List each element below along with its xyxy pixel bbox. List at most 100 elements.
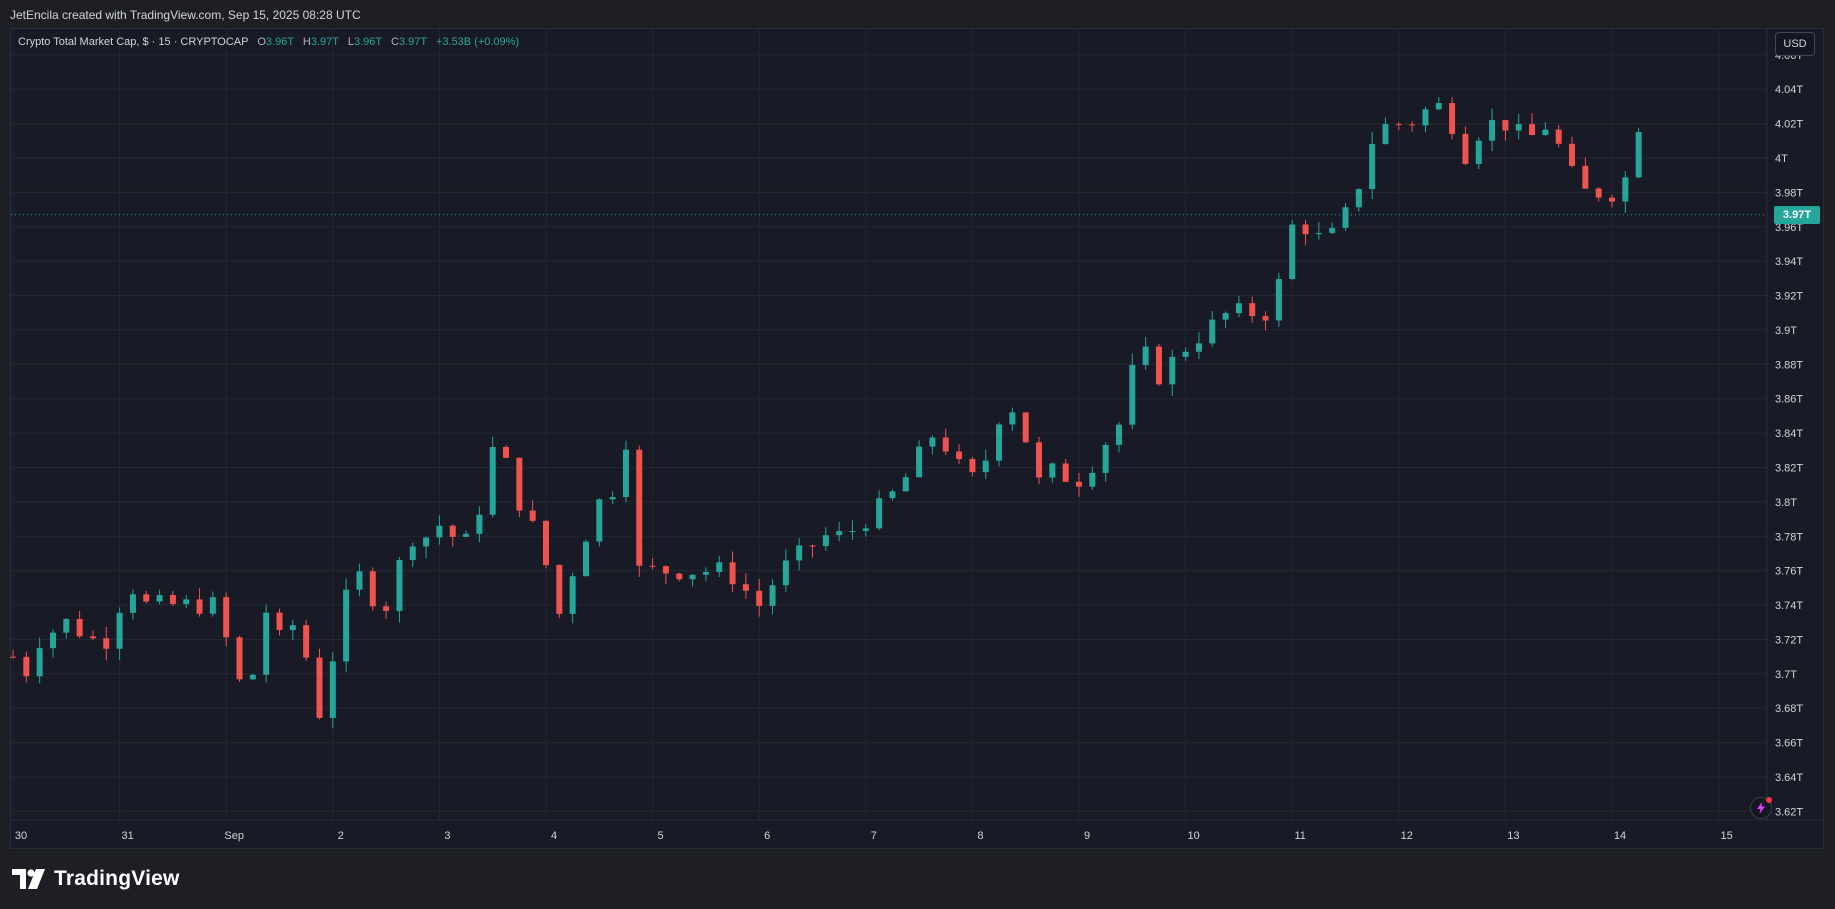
y-tick-label: 4.02T (1775, 119, 1803, 131)
y-tick-label: 3.98T (1775, 187, 1803, 199)
candle-body (329, 661, 336, 718)
x-tick-label: 15 (1720, 830, 1732, 842)
candle-body (636, 449, 643, 566)
candle-body (383, 606, 390, 611)
open-label: O (257, 36, 266, 48)
candle-body (1529, 124, 1536, 136)
candle-body (1076, 481, 1082, 487)
x-tick-label: 3 (444, 830, 450, 842)
x-tick-label: 4 (551, 830, 557, 842)
candle-body (876, 498, 883, 529)
lightning-bolt-glyph (1757, 802, 1765, 814)
candle-body (609, 497, 616, 500)
candle-body (129, 594, 136, 613)
x-tick-label: 10 (1187, 830, 1199, 842)
candle-body (529, 510, 536, 521)
candle-body (916, 446, 923, 478)
candle-body (436, 525, 443, 538)
candle-body (303, 625, 310, 658)
candle-body (1542, 129, 1549, 136)
candle-body (1049, 463, 1056, 478)
candle-body (1449, 103, 1456, 134)
y-tick-label: 3.72T (1775, 634, 1803, 646)
y-tick-label: 3.74T (1775, 600, 1803, 612)
candle-body (1209, 319, 1216, 344)
candle-body (116, 612, 123, 649)
low-value: 3.96T (353, 36, 382, 48)
y-tick-label: 3.86T (1775, 394, 1803, 406)
candle-body (942, 437, 949, 452)
top-bar: JetEncila created with TradingView.com, … (0, 0, 1835, 28)
candle-body (622, 449, 629, 498)
candle-body (1462, 133, 1469, 164)
x-tick-label: 2 (338, 830, 344, 842)
candle-body (649, 565, 656, 567)
time-axis: 30 31 Sep 2 3 4 5 6 7 8 9 10 11 12 13 14 15 (15, 830, 1733, 842)
y-tick-label: 3.96T (1775, 222, 1803, 234)
chart-frame[interactable] (10, 28, 1824, 849)
candle-body (742, 584, 749, 591)
candle-body (343, 589, 350, 662)
current-price-tag: 3.97T (1774, 205, 1820, 224)
candle-body (183, 599, 190, 605)
candle-body (1036, 442, 1043, 478)
candle-body (463, 533, 470, 537)
candle-body (1262, 316, 1269, 321)
candle-body (356, 571, 363, 590)
candle-body (1409, 124, 1416, 126)
price-axis: 4.06T4.04T4.02T4T3.98T3.96T3.94T3.92T3.9… (1775, 50, 1803, 819)
candle-body (836, 531, 843, 536)
candle-body (49, 632, 56, 649)
symbol-name: Crypto Total Market Cap, $ · 15 · CRYPTO… (18, 36, 249, 48)
y-tick-label: 3.88T (1775, 359, 1803, 371)
candle-body (89, 636, 96, 639)
x-tick-label: 8 (977, 830, 983, 842)
candle-body (1275, 279, 1282, 321)
x-tick-label: 12 (1401, 830, 1413, 842)
candle-body (1249, 303, 1256, 317)
candle-body (1475, 140, 1482, 164)
candle-body (409, 546, 416, 561)
candle-body (1062, 463, 1069, 482)
candle-body (1609, 197, 1615, 202)
candle-body (1502, 120, 1509, 131)
lightning-bolt-icon[interactable] (1750, 797, 1772, 819)
close-value: 3.97T (398, 36, 427, 48)
candle-body (196, 599, 203, 614)
candle-body (1355, 189, 1362, 208)
candle-body (76, 619, 83, 637)
candle-body (849, 530, 856, 532)
candle-body (1569, 143, 1576, 166)
candle-body (1222, 313, 1229, 320)
candle-body (503, 446, 510, 458)
candle-body (249, 674, 256, 680)
x-tick-label: 5 (658, 830, 664, 842)
tradingview-logo[interactable]: TradingView (12, 866, 180, 892)
candle-body (1302, 224, 1309, 235)
candle-body (1315, 232, 1322, 235)
candle-body (756, 590, 763, 606)
y-tick-label: 3.84T (1775, 428, 1803, 440)
y-tick-label: 3.7T (1775, 669, 1797, 681)
y-tick-label: 3.66T (1775, 738, 1803, 750)
candle-body (276, 612, 283, 631)
candle-body (156, 595, 163, 602)
y-tick-label: 3.82T (1775, 462, 1803, 474)
candle-body (1142, 346, 1149, 365)
close-label: C (390, 36, 399, 48)
candle-body (1009, 412, 1016, 425)
candle-body (822, 535, 829, 547)
candle-body (1329, 227, 1336, 233)
candle-body (569, 576, 576, 614)
y-tick-label: 3.68T (1775, 703, 1803, 715)
x-tick-label: 31 (121, 830, 133, 842)
candle-body (236, 637, 243, 680)
candles (10, 97, 1642, 729)
candle-body (1435, 103, 1442, 110)
currency-unit-button[interactable]: USD (1775, 32, 1815, 56)
candle-body (982, 460, 989, 473)
candle-body (1342, 207, 1349, 228)
candle-body (889, 491, 896, 499)
candle-body (423, 537, 430, 547)
